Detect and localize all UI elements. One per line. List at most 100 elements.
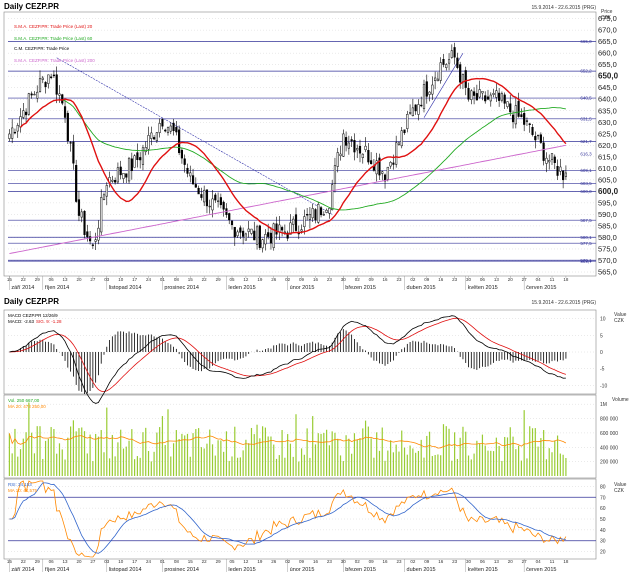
price-tick-label: 600,0	[598, 187, 619, 196]
volume-bar	[484, 445, 486, 476]
candle-body	[358, 145, 362, 154]
candle-body	[367, 150, 370, 163]
x-day-label: 08	[174, 277, 180, 282]
rsi-tick-label: 80	[600, 484, 606, 490]
volume-bar	[451, 460, 453, 476]
volume-bar	[136, 456, 138, 476]
volume-tick-label: 1M	[600, 402, 607, 408]
candle-body	[86, 231, 89, 238]
volume-bar	[70, 426, 72, 476]
price-tick-label: 665,0	[598, 37, 617, 46]
trendline-down	[56, 57, 333, 215]
volume-bar	[122, 448, 125, 476]
volume-bar	[515, 449, 517, 476]
candle-body	[105, 185, 108, 197]
candle-body	[333, 165, 337, 184]
volume-bar	[44, 440, 47, 476]
volume-bar	[259, 438, 261, 476]
candle-body	[133, 155, 136, 168]
volume-bar	[431, 456, 433, 476]
price-tick-label: 670,0	[598, 26, 617, 35]
x-month-label: říjen 2014	[45, 285, 69, 291]
candle-body	[400, 130, 403, 147]
volume-bar	[314, 444, 317, 476]
candle-body	[325, 209, 328, 213]
candle-body	[414, 104, 417, 112]
volume-bar	[359, 438, 361, 476]
x-month-label-bottom: září 2014	[11, 567, 34, 573]
x-month-label-bottom: prosinec 2014	[164, 567, 199, 573]
volume-bar	[537, 446, 539, 476]
price-tick-label: 620,0	[598, 141, 617, 150]
macd-legend-signal: SIG. 9: -1.28	[36, 319, 62, 324]
macd-signal-line	[9, 317, 567, 393]
x-day-label: 10	[118, 277, 124, 282]
price-tick-label: 565,0	[598, 268, 617, 277]
x-day-label-bottom: 09	[369, 559, 375, 564]
candle-body	[467, 88, 470, 100]
rsi-tick-label: 20	[600, 550, 606, 556]
price-tick-label: 590,0	[598, 210, 617, 219]
x-day-label-bottom: 20	[76, 559, 82, 564]
candle-body	[381, 171, 384, 174]
volume-bar	[239, 457, 241, 476]
candle-body	[119, 166, 122, 176]
candle-body	[89, 236, 92, 242]
x-day-label-bottom: 02	[285, 559, 291, 564]
macd-legend-title: MACD CEZP.PR 12/26/9	[8, 313, 58, 318]
volume-bar	[565, 457, 567, 476]
x-day-label-bottom: 26	[271, 559, 277, 564]
volume-bar	[248, 443, 250, 476]
x-day-label: 27	[522, 277, 528, 282]
x-month-label: duben 2015	[407, 285, 436, 291]
candle-body	[403, 129, 406, 134]
volume-bar	[370, 438, 372, 476]
volume-bar	[473, 453, 475, 476]
candle-body	[191, 175, 195, 185]
candle-body	[261, 239, 264, 249]
candle-body	[417, 104, 420, 115]
macd-panel: 10 5 0 -5 -10	[8, 315, 607, 404]
volume-bar	[398, 451, 400, 476]
volume-bar	[364, 420, 367, 476]
volume-bar	[445, 426, 447, 476]
price-grid	[8, 18, 596, 273]
main-title: Daily CEZP.PR	[4, 2, 59, 11]
candle-body	[77, 199, 81, 216]
x-day-label: 29	[216, 277, 222, 282]
candle-body	[428, 91, 431, 95]
candle-body	[514, 105, 517, 125]
volume-bar	[42, 458, 44, 476]
x-day-label: 01	[160, 277, 166, 282]
candle-body	[25, 111, 28, 116]
volume-bar	[303, 454, 305, 476]
candlesticks	[8, 42, 567, 253]
candle-body	[230, 220, 234, 226]
candle-body	[242, 230, 245, 237]
x-day-label-bottom: 23	[396, 559, 402, 564]
candle-body	[436, 78, 439, 82]
candle-body	[236, 231, 239, 237]
legend-candles: C.M. CEZP.PR: Trade Price	[14, 46, 70, 51]
candle-body	[75, 165, 78, 202]
volume-bar	[498, 445, 500, 476]
price-x-axis: 15 22 29 06 13 20 27 03 10 17 24 01 08 15 22 29 05 12 19 26…	[7, 276, 569, 291]
price-tick-label: 640,0	[598, 95, 617, 104]
volume-bar	[437, 454, 439, 476]
x-day-label-bottom: 16	[438, 559, 444, 564]
candle-body	[22, 110, 25, 118]
volume-bar	[120, 429, 122, 476]
candle-body	[548, 160, 551, 163]
candle-body	[450, 50, 453, 58]
volume-bar	[331, 431, 333, 476]
volume-bar	[58, 443, 61, 476]
candle-body	[36, 91, 39, 99]
candle-body	[127, 157, 131, 182]
volume-bar	[228, 460, 230, 476]
price-unit: CZK	[601, 15, 612, 21]
volume-bar	[356, 439, 358, 476]
candle-body	[486, 96, 490, 100]
volume-bar	[78, 428, 80, 476]
x-day-label-bottom: 27	[522, 559, 528, 564]
candle-body	[269, 232, 273, 244]
